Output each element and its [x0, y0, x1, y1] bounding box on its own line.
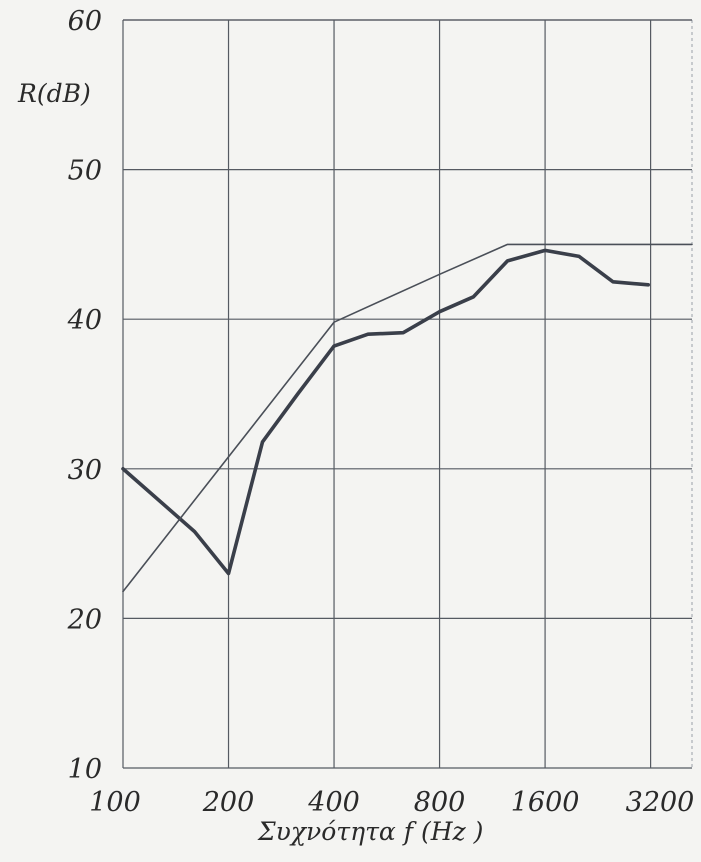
- series-layer: [121, 243, 693, 593]
- series-measured-line: [121, 248, 651, 576]
- tick-labels: 10 20 30 40 50 60 100 200 400 800 1600 3200: [67, 6, 695, 818]
- y-axis-label: R(dB): [17, 79, 91, 108]
- y-tick-label-30: 30: [68, 455, 102, 486]
- x-tick-label-200: 200: [202, 787, 255, 818]
- x-tick-label-1600: 1600: [511, 787, 580, 818]
- y-tick-label-10: 10: [68, 754, 102, 785]
- x-tick-label-400: 400: [307, 787, 360, 818]
- y-tick-label-20: 20: [67, 604, 102, 635]
- y-tick-label-40: 40: [67, 305, 102, 336]
- x-tick-label-100: 100: [89, 787, 141, 818]
- series-reference-line: [122, 243, 693, 593]
- y-tick-label-50: 50: [68, 156, 102, 187]
- grid: [122, 19, 693, 769]
- x-tick-label-800: 800: [414, 787, 466, 818]
- x-tick-label-3200: 3200: [626, 787, 695, 818]
- y-tick-label-60: 60: [68, 6, 102, 37]
- x-axis-label: Συχνότητα f (Hz ): [257, 817, 483, 846]
